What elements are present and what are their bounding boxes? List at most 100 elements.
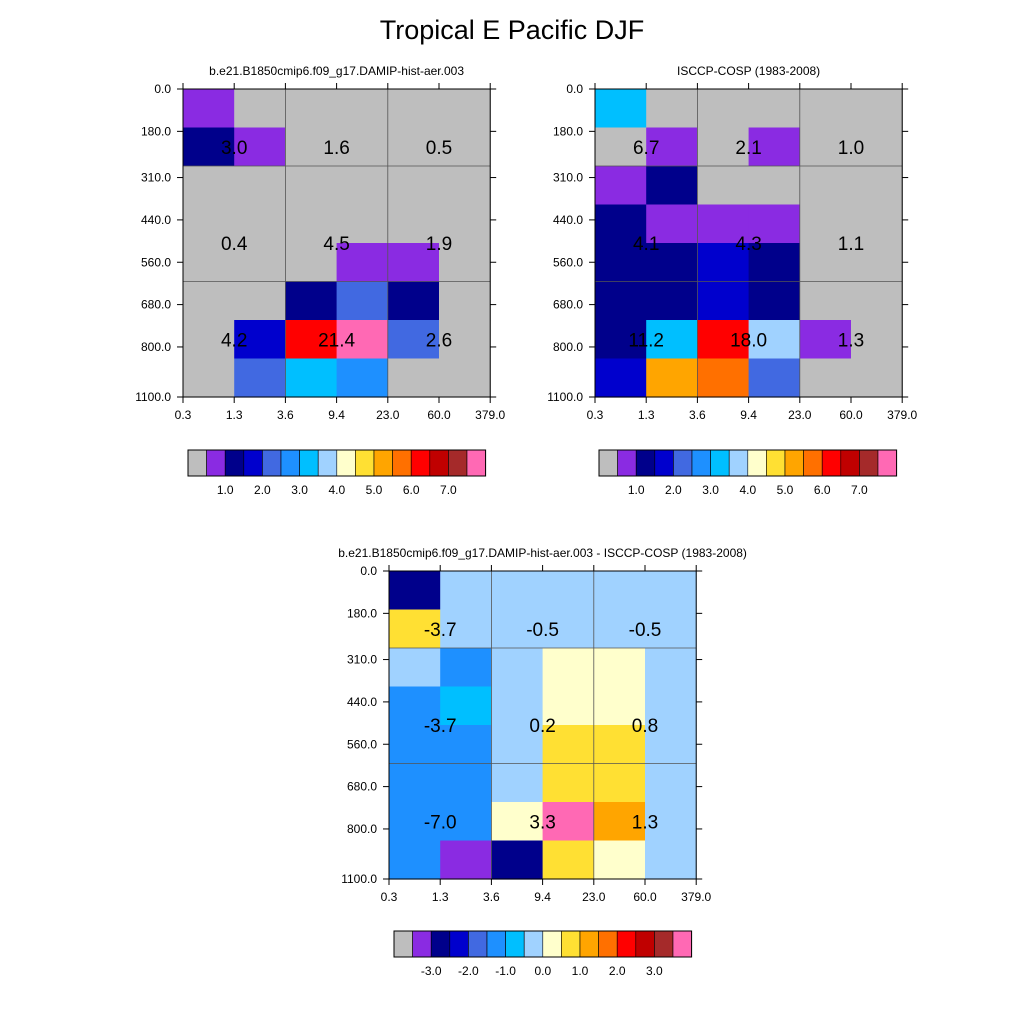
- colorbar-swatch: [317, 449, 338, 477]
- cell-value-label: 1.0: [838, 138, 864, 159]
- colorbar-swatch: [766, 449, 786, 477]
- heatmap-cell: [645, 802, 697, 842]
- heatmap-cell: [234, 127, 286, 167]
- heatmap-cell: [491, 802, 544, 842]
- x-tick-label: 23.0: [788, 408, 812, 422]
- cell-value-label: 18.0: [730, 330, 767, 351]
- colorbar-swatch: [579, 930, 599, 958]
- heatmap-cell: [440, 725, 492, 765]
- heatmap-cell: [336, 320, 389, 360]
- heatmap-cell: [595, 127, 647, 167]
- heatmap-cell: [491, 571, 544, 611]
- cell-value-label: 4.3: [735, 234, 761, 255]
- colorbar-label: 2.0: [665, 483, 682, 497]
- panel-title: b.e21.B1850cmip6.f09_g17.DAMIP-hist-aer.…: [338, 546, 747, 560]
- heatmap-cell: [389, 725, 441, 765]
- heatmap-cell: [440, 840, 492, 880]
- colorbar-label: 1.0: [217, 483, 234, 497]
- heatmap-cell: [593, 686, 646, 726]
- panel-diff: b.e21.B1850cmip6.f09_g17.DAMIP-hist-aer.…: [338, 546, 747, 978]
- heatmap-cell: [285, 320, 338, 360]
- y-tick-label: 310.0: [553, 171, 583, 185]
- heatmap-cell: [439, 358, 491, 398]
- heatmap-cell: [595, 243, 647, 283]
- heatmap-cell: [285, 281, 338, 321]
- colorbar-swatch: [336, 449, 356, 477]
- heatmap-cell: [748, 89, 801, 129]
- cell-value-label: 0.8: [632, 716, 658, 737]
- heatmap-cell: [595, 320, 647, 360]
- colorbar-swatch: [224, 449, 245, 477]
- y-tick-label: 0.0: [360, 564, 377, 578]
- colorbar-label: 2.0: [609, 964, 626, 978]
- colorbar-swatch: [355, 449, 375, 477]
- heatmap-cell: [748, 127, 801, 167]
- colorbar-swatch: [429, 449, 449, 477]
- heatmap-cell: [183, 204, 235, 244]
- y-tick-label: 180.0: [141, 124, 171, 138]
- panel-title: ISCCP-COSP (1983-2008): [677, 64, 820, 78]
- heatmap-cell: [336, 281, 389, 321]
- colorbar-frame: [393, 930, 693, 958]
- heatmap-cell: [799, 166, 852, 206]
- cell-value-label: 11.2: [628, 330, 664, 351]
- cell-value-label: 4.5: [323, 234, 349, 255]
- cell-value-label: 2.6: [426, 330, 452, 351]
- colorbar-swatch: [635, 930, 655, 958]
- heatmap-cell: [387, 320, 440, 360]
- colorbar-swatch: [840, 449, 860, 477]
- heatmap-cell: [183, 358, 235, 398]
- heatmap-cell: [234, 204, 286, 244]
- heatmap-cell: [542, 725, 595, 765]
- heatmap-cell: [697, 243, 750, 283]
- colorbar-label: 3.0: [702, 483, 719, 497]
- heatmap-cell: [748, 204, 801, 244]
- heatmap-cell: [645, 840, 697, 880]
- colorbar-label: 6.0: [403, 483, 420, 497]
- heatmap-cell: [336, 243, 389, 283]
- colorbar-label: -2.0: [458, 964, 479, 978]
- heatmap-cell: [183, 127, 235, 167]
- heatmap-cell: [799, 358, 852, 398]
- heatmap-cell: [595, 281, 647, 321]
- cell-value-label: 0.4: [221, 234, 248, 255]
- x-tick-label: 0.3: [175, 408, 192, 422]
- heatmap-cell: [645, 609, 697, 649]
- heatmap-cell: [234, 166, 286, 206]
- colorbar-swatch: [449, 930, 469, 958]
- colorbar-swatch: [466, 449, 486, 477]
- heatmap-cell: [285, 166, 338, 206]
- colorbar-swatch: [598, 449, 618, 477]
- heatmap-cell: [491, 686, 544, 726]
- colorbar-label: 6.0: [814, 483, 831, 497]
- heatmap-cell: [645, 686, 697, 726]
- colorbar-swatch: [468, 930, 488, 958]
- heatmap-cell: [183, 89, 235, 129]
- heatmap-cell: [799, 243, 852, 283]
- heatmap-cell: [593, 609, 646, 649]
- heatmap-cell: [542, 571, 595, 611]
- colorbar-label: 5.0: [366, 483, 383, 497]
- cell-value-label: 21.4: [318, 330, 355, 351]
- y-tick-label: 1100.0: [547, 390, 583, 404]
- heatmap-cell: [646, 281, 698, 321]
- x-tick-label: 379.0: [887, 408, 917, 422]
- y-tick-label: 0.0: [566, 82, 583, 96]
- y-tick-label: 560.0: [553, 255, 583, 269]
- colorbar-swatch: [206, 449, 226, 477]
- cell-value-label: 1.6: [323, 138, 349, 159]
- heatmap-cell: [646, 243, 698, 283]
- heatmap-cell: [234, 320, 286, 360]
- heatmap-cell: [748, 243, 801, 283]
- heatmap-cell: [799, 204, 852, 244]
- heatmap-cell: [646, 166, 698, 206]
- x-tick-label: 23.0: [582, 890, 606, 904]
- heatmap-cell: [387, 358, 440, 398]
- colorbar-swatch: [635, 449, 656, 477]
- colorbar-swatch: [373, 449, 393, 477]
- heatmap-cell: [542, 609, 595, 649]
- colorbar-swatch: [392, 449, 412, 477]
- heatmap-cell: [389, 648, 441, 688]
- cell-value-label: 1.9: [426, 234, 452, 255]
- heatmap-cell: [440, 763, 492, 803]
